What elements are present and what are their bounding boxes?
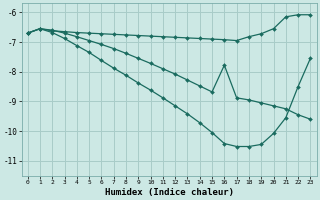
- X-axis label: Humidex (Indice chaleur): Humidex (Indice chaleur): [105, 188, 234, 197]
